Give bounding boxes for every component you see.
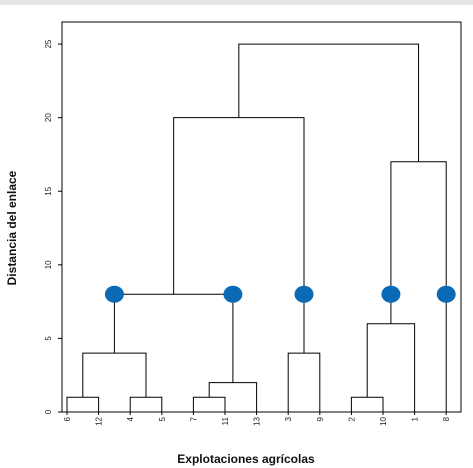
y-axis: 0 5 10 15 20 25: [44, 39, 62, 414]
x-axis: 6 12 4 5 7 11 13 3 9 2 10 1 8: [63, 412, 451, 426]
x-axis-title: Explotaciones agrícolas: [177, 452, 315, 466]
cluster-marker: [223, 285, 243, 303]
cluster-marker: [381, 285, 401, 303]
x-tick-label: 12: [95, 416, 104, 425]
y-tick-label: 0: [44, 409, 53, 414]
dendrogram-link: [82, 352, 147, 398]
dendrogram-link: [350, 396, 384, 412]
x-tick-label: 7: [189, 416, 198, 421]
cluster-marker: [104, 285, 124, 303]
y-axis-title: Distancia del enlace: [5, 170, 19, 285]
dendrogram-link: [173, 117, 305, 354]
dendrogram-link: [287, 352, 321, 412]
dendrogram-link: [192, 396, 226, 412]
dendrogram-link: [238, 43, 420, 162]
y-tick-label: 25: [44, 39, 53, 48]
y-tick-label: 10: [44, 260, 53, 269]
top-bar: [0, 0, 473, 5]
cluster-markers: [104, 285, 456, 303]
dendrogram-link: [129, 396, 163, 412]
y-tick-label: 15: [44, 186, 53, 195]
cluster-marker: [294, 285, 314, 303]
x-tick-label: 3: [284, 416, 293, 421]
cluster-marker: [436, 285, 456, 303]
dendrogram-link: [390, 161, 447, 412]
x-tick-label: 6: [63, 416, 72, 421]
dendrogram-link: [66, 396, 100, 412]
x-tick-label: 1: [411, 416, 420, 421]
x-tick-label: 4: [126, 416, 135, 421]
x-tick-label: 8: [442, 416, 451, 421]
plot-frame: [61, 21, 462, 413]
x-tick-label: 11: [221, 416, 230, 425]
y-tick-label: 5: [44, 336, 53, 341]
dendrogram-link: [366, 323, 416, 412]
x-tick-label: 2: [347, 416, 356, 421]
x-tick-label: 9: [316, 416, 325, 421]
y-tick-label: 20: [44, 113, 53, 122]
x-tick-label: 13: [253, 416, 262, 425]
dendrogram-links: [66, 43, 447, 412]
dendrogram-link: [113, 293, 234, 383]
x-tick-label: 5: [158, 416, 167, 421]
x-tick-label: 10: [379, 416, 388, 425]
